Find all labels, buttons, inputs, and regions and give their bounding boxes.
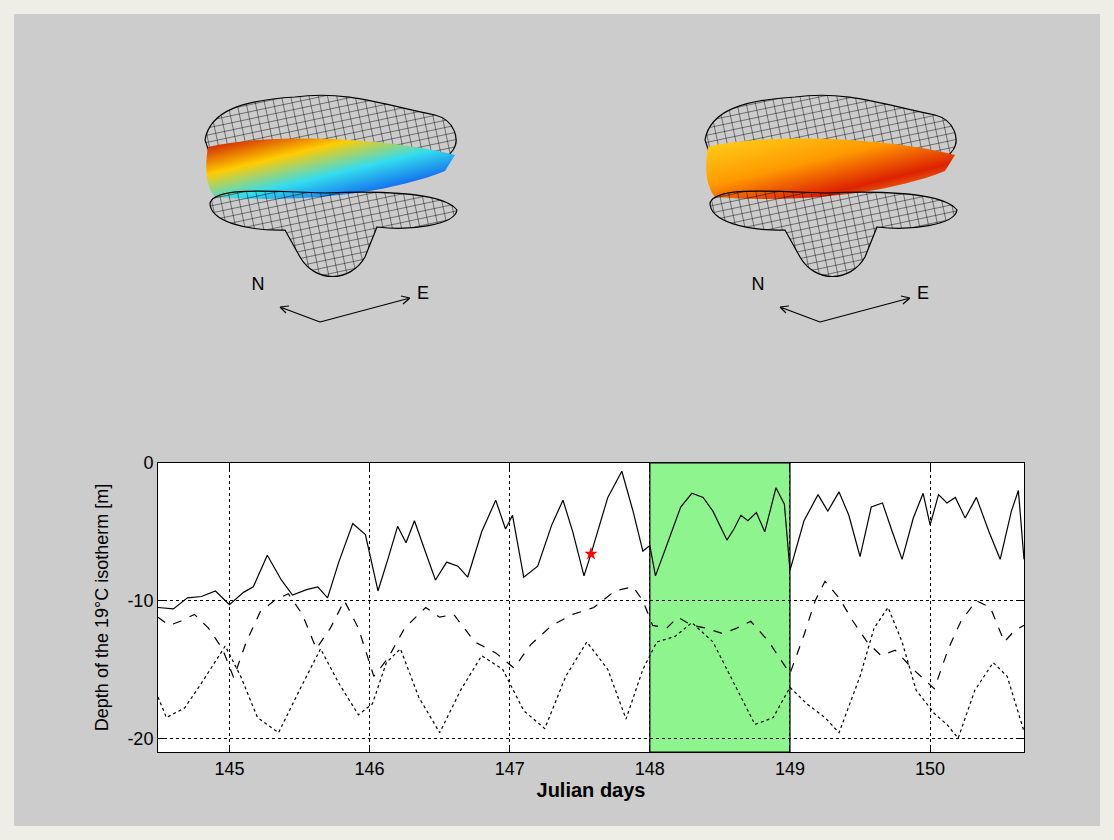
svg-text:147: 147	[495, 759, 525, 779]
svg-text:Depth of the 19°C isotherm [m]: Depth of the 19°C isotherm [m]	[92, 484, 112, 731]
svg-text:146: 146	[355, 759, 385, 779]
svg-text:-10: -10	[127, 591, 153, 611]
svg-text:145: 145	[214, 759, 244, 779]
svg-text:N: N	[252, 274, 265, 294]
svg-text:148: 148	[635, 759, 665, 779]
svg-text:149: 149	[775, 759, 805, 779]
svg-text:150: 150	[915, 759, 945, 779]
svg-text:Julian days: Julian days	[537, 779, 646, 801]
svg-text:-20: -20	[127, 729, 153, 749]
svg-text:E: E	[417, 283, 429, 303]
svg-text:0: 0	[143, 453, 153, 473]
svg-text:E: E	[917, 283, 929, 303]
svg-text:N: N	[752, 274, 765, 294]
